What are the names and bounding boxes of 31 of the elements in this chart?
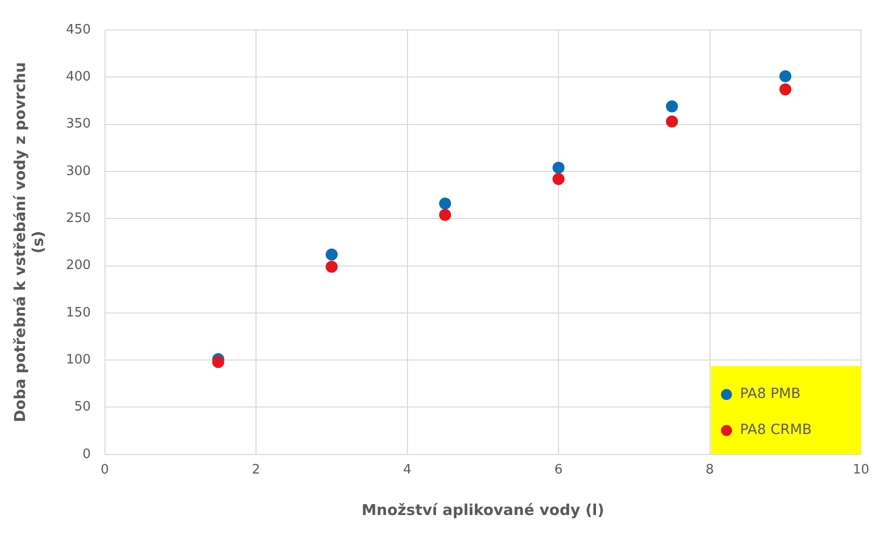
y-tick-label: 450 — [66, 22, 91, 38]
y-tick-label: 100 — [66, 352, 91, 368]
x-tick-label: 8 — [706, 462, 714, 478]
point — [326, 260, 338, 273]
y-tick-label: 50 — [74, 400, 91, 415]
point — [326, 248, 338, 260]
y-axis-title: Doba potřebná k vstřebání vody z povrchu (s) — [10, 62, 47, 422]
y-tick-label: 400 — [66, 70, 91, 85]
legend-label: PA8 PMB — [740, 386, 801, 402]
point — [552, 162, 565, 174]
y-tick-label: 200 — [66, 258, 91, 274]
point — [552, 173, 565, 186]
point — [666, 100, 678, 112]
y-tick-label: 0 — [82, 446, 91, 462]
point — [779, 70, 792, 82]
point — [779, 83, 792, 96]
y-tick-label: 300 — [66, 164, 91, 179]
x-tick-label: 0 — [100, 462, 109, 478]
x-tick-label: 10 — [852, 462, 870, 478]
point — [439, 198, 452, 210]
x-tick-label: 6 — [554, 462, 563, 478]
y-tick-label: 350 — [66, 116, 91, 132]
x-tick-label: 2 — [252, 462, 260, 478]
point — [212, 356, 224, 368]
y-tick-label: 150 — [66, 305, 91, 320]
y-tick-label: 250 — [66, 210, 91, 226]
x-tick-label: 4 — [403, 462, 412, 478]
point — [666, 115, 678, 128]
legend-label: PA8 CRMB — [740, 422, 812, 438]
point — [439, 208, 452, 221]
x-axis-title: Množství aplikované vody (l) — [362, 500, 604, 519]
